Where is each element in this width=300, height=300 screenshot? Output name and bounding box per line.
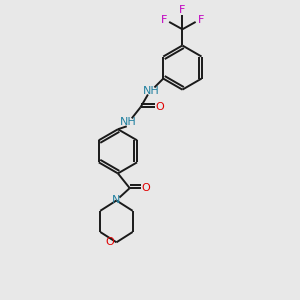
Text: O: O xyxy=(142,183,150,193)
Text: NH: NH xyxy=(142,86,159,96)
Text: NH: NH xyxy=(120,117,136,127)
Text: N: N xyxy=(112,196,121,206)
Text: O: O xyxy=(106,237,114,247)
Text: F: F xyxy=(198,15,204,26)
Text: O: O xyxy=(155,102,164,112)
Text: F: F xyxy=(179,5,186,15)
Text: F: F xyxy=(161,15,167,26)
